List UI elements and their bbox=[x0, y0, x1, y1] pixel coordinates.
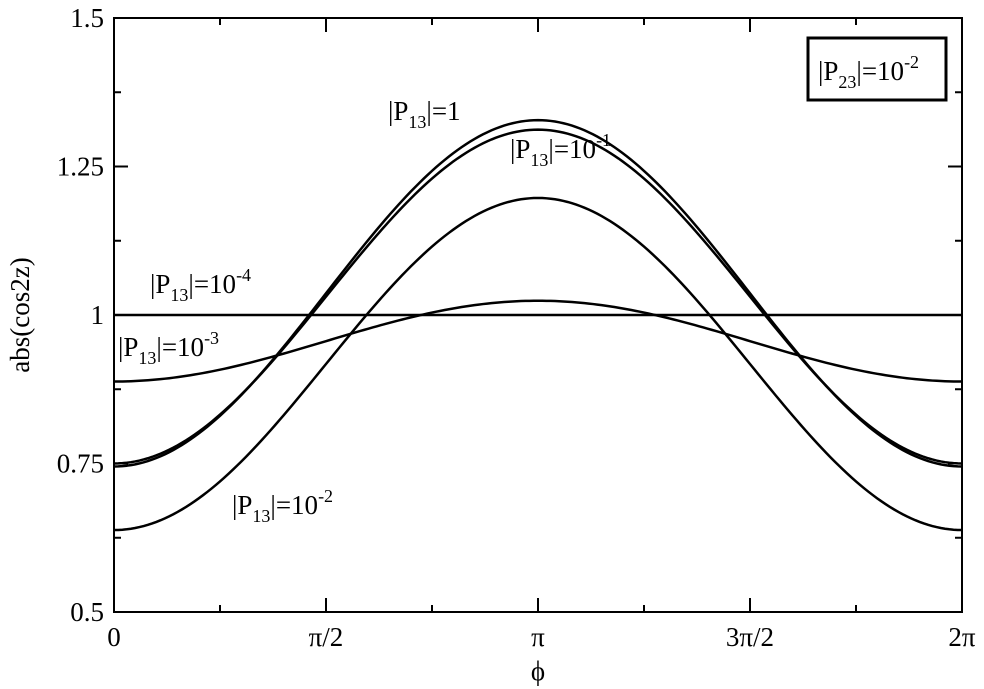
legend-box: |P23|=10-2 bbox=[806, 36, 948, 102]
series-label-5: |P13|=10-4 bbox=[150, 265, 251, 305]
x-tick-label: π bbox=[531, 622, 545, 652]
legend-text: |P23|=10-2 bbox=[818, 52, 919, 92]
y-tick-label: 0.5 bbox=[70, 597, 104, 627]
x-tick-label: 2π bbox=[948, 622, 976, 652]
y-tick-label: 1.5 bbox=[70, 3, 104, 33]
series-label-4: |P13|=10-3 bbox=[118, 328, 219, 368]
series-label-1: |P13|=1 bbox=[388, 96, 461, 132]
y-tick-label: 1 bbox=[91, 300, 105, 330]
series-line-2 bbox=[113, 128, 963, 465]
y-axis-title: abs(cos2z) bbox=[5, 257, 35, 372]
plot-frame bbox=[113, 17, 963, 613]
series-line-1 bbox=[113, 118, 963, 468]
legend-frame bbox=[806, 36, 948, 102]
y-tick-label: 1.25 bbox=[57, 152, 104, 182]
x-tick-label: 0 bbox=[107, 622, 121, 652]
axis-ticks: 0 π/2 π 3π/2 2π 0.5 0.75 1 1.25 1.5 bbox=[57, 3, 976, 652]
y-tick-label: 0.75 bbox=[57, 449, 104, 479]
x-tick-label: π/2 bbox=[309, 622, 344, 652]
series-label-2: |P13|=10-1 bbox=[510, 130, 611, 170]
x-tick-label: 3π/2 bbox=[726, 622, 774, 652]
x-axis-title: ϕ bbox=[531, 656, 545, 686]
series-line-4 bbox=[113, 299, 963, 383]
series-label-3: |P13|=10-2 bbox=[232, 486, 333, 526]
series-curves bbox=[113, 118, 963, 532]
series-labels: |P13|=1 |P13|=10-1 |P13|=10-2 |P13|=10-3 |P1… bbox=[118, 96, 611, 526]
series-line-3 bbox=[113, 196, 963, 532]
